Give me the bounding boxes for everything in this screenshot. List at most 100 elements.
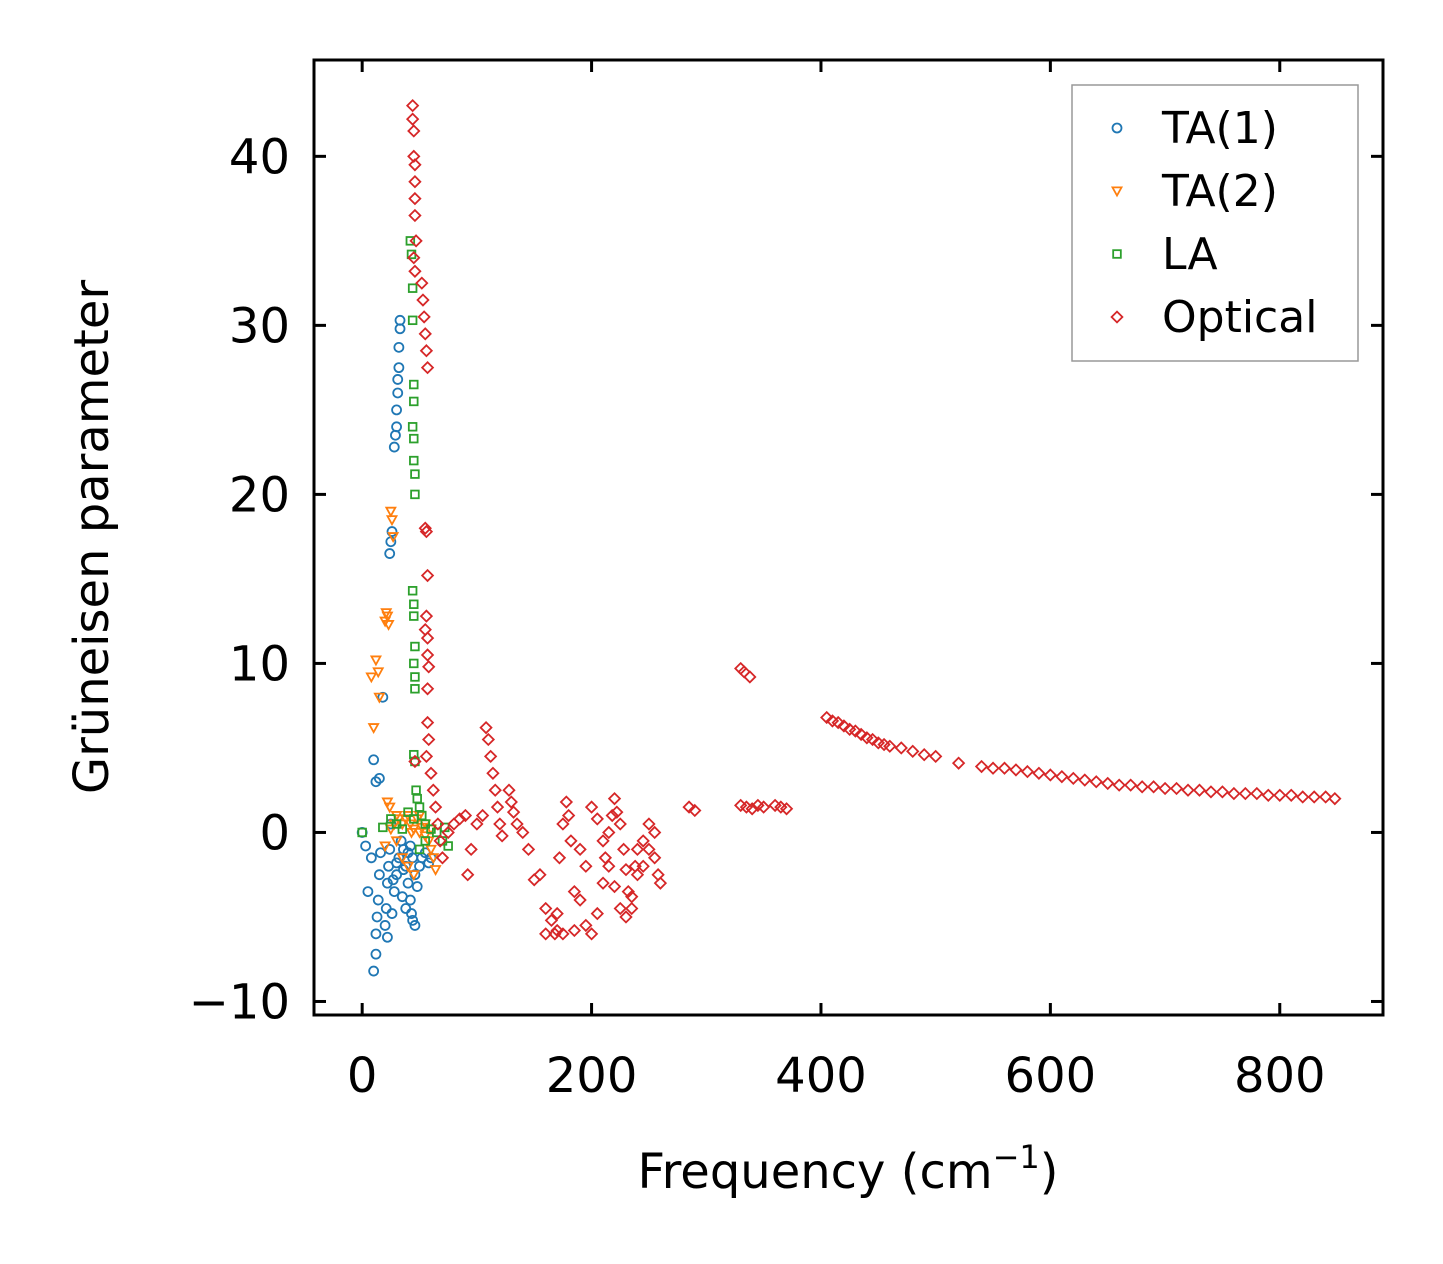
data-point [379, 920, 391, 931]
data-point [502, 783, 516, 797]
data-point [516, 825, 530, 840]
data-point [407, 315, 418, 326]
data-point [619, 862, 633, 877]
data-point [1215, 785, 1230, 799]
data-point [625, 901, 639, 916]
data-point [820, 710, 834, 725]
data-point [596, 834, 610, 848]
data-point [409, 433, 419, 444]
data-point [1169, 781, 1184, 796]
x-tick-label: 600 [1005, 1048, 1097, 1104]
data-point [407, 914, 419, 926]
data-point [533, 868, 547, 882]
data-point [556, 927, 570, 941]
data-point [379, 841, 392, 853]
data-point [362, 886, 374, 898]
data-point [381, 797, 394, 809]
data-point [596, 876, 610, 890]
data-point [414, 802, 425, 812]
data-point [393, 341, 405, 353]
data-point [504, 795, 518, 809]
data-point [1227, 786, 1241, 801]
data-point [1192, 783, 1207, 797]
data-point [375, 847, 386, 859]
axis-ticks: 0 200 400 600 800 −10 0 10 20 30 40 [189, 60, 1383, 1104]
data-point [1273, 788, 1287, 802]
data-point [682, 800, 696, 814]
data-point [584, 927, 599, 941]
data-point [416, 293, 430, 307]
data-point [559, 795, 574, 809]
data-point [1296, 790, 1310, 804]
plot-frame [312, 58, 1385, 1017]
data-point [737, 665, 751, 679]
data-point [406, 908, 417, 919]
data-point [539, 927, 553, 941]
data-point [419, 609, 434, 623]
data-point [409, 379, 419, 390]
data-point [490, 800, 505, 814]
legend: TA(1) TA(2) LA Optical [1071, 84, 1359, 362]
data-point [369, 655, 382, 667]
data-point [997, 761, 1012, 775]
data-point [630, 868, 645, 882]
data-point [475, 808, 490, 823]
data-point [488, 783, 502, 797]
data-point [1101, 776, 1115, 791]
data-point [371, 911, 383, 923]
y-tick-label: −10 [189, 974, 290, 1030]
data-point [561, 808, 576, 823]
data-point [768, 798, 782, 813]
data-point [409, 455, 419, 466]
data-point [420, 631, 435, 645]
data-point [382, 620, 395, 631]
data-point [417, 310, 431, 324]
data-point [391, 421, 402, 433]
data-point [564, 834, 578, 848]
data-point [688, 803, 702, 818]
data-point [408, 264, 422, 278]
data-point [493, 817, 507, 831]
data-point [427, 853, 440, 865]
data-point [420, 836, 430, 846]
data-point [647, 825, 662, 840]
data-point [579, 918, 593, 933]
legend-item: TA(1) [1111, 103, 1278, 154]
data-point [521, 842, 536, 857]
data-point [402, 877, 414, 889]
data-point [403, 807, 413, 817]
data-point [394, 314, 406, 326]
data-point [613, 901, 627, 916]
legend-label: TA(1) [1161, 103, 1278, 154]
x-tick-label: 0 [347, 1048, 378, 1104]
data-point [412, 793, 422, 804]
data-point [378, 822, 388, 833]
data-point [894, 741, 908, 755]
data-point [1112, 778, 1126, 792]
data-point [1261, 788, 1275, 802]
data-point [756, 800, 771, 814]
data-point [402, 861, 415, 873]
data-point [365, 852, 377, 864]
data-point [384, 548, 396, 559]
data-point [779, 802, 794, 816]
data-point [396, 853, 409, 865]
data-point [739, 800, 754, 814]
data-point [567, 884, 582, 899]
data-point [415, 276, 429, 290]
data-point [391, 404, 402, 416]
data-point [408, 191, 422, 206]
data-point [621, 884, 635, 899]
data-point [461, 868, 475, 882]
data-point [550, 923, 564, 938]
data-point [470, 817, 484, 831]
data-point [396, 891, 408, 903]
data-point [745, 802, 759, 816]
data-point [360, 840, 372, 852]
data-point [906, 744, 920, 758]
data-point [642, 817, 656, 831]
data-point [734, 798, 748, 813]
data-point [365, 672, 378, 684]
data-points [356, 98, 1342, 977]
